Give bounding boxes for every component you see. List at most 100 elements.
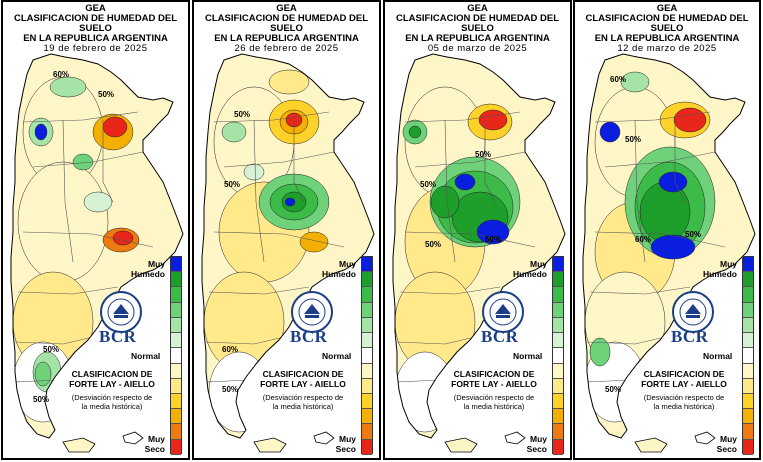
moisture-area (268, 69, 310, 95)
province-border (414, 151, 526, 168)
legend-swatch (171, 287, 181, 303)
bcr-seal-logo (482, 291, 524, 333)
classification-desc-2: la media histórica) (653, 402, 715, 411)
argentina-map: 50% 50% 60% 50% (201, 53, 375, 453)
legend-swatch (553, 333, 563, 349)
province-border (634, 119, 646, 263)
legend-swatch (171, 393, 181, 410)
legend-muy-humedo-2: Humedo (703, 269, 737, 279)
bcr-seal-logo (672, 291, 714, 333)
province-border (586, 379, 631, 383)
legend-swatch (362, 363, 372, 379)
legend-swatch (743, 257, 753, 273)
bcr-logo-text: BCR (481, 327, 519, 346)
contour-label: 50% (485, 235, 501, 244)
province-border (253, 119, 265, 263)
province-border (594, 111, 711, 123)
moisture-area (476, 219, 510, 245)
province-border (674, 120, 686, 203)
moisture-map-panel: GEA CLASIFICACION DE HUMEDAD DEL SUELO EN … (192, 0, 381, 460)
province-border (404, 111, 521, 123)
legend-swatch (362, 302, 372, 318)
moisture-map-panel: GEA CLASIFICACION DE HUMEDAD DEL SUELO EN … (573, 0, 761, 460)
province-border (205, 379, 250, 383)
legend-color-scale (361, 256, 373, 455)
contour-label: 50% (625, 135, 641, 144)
legend-swatch (553, 439, 563, 455)
moisture-area (599, 121, 621, 143)
legend-swatch (171, 348, 181, 364)
panel-title: GEA CLASIFICACION DE HUMEDAD DEL SUELO EN … (575, 4, 759, 54)
legend-muy-seco-2: Seco (335, 444, 356, 454)
legend-muy-seco-2: Seco (716, 444, 737, 454)
legend-color-scale (170, 256, 182, 455)
tierra-del-fuego (634, 437, 668, 453)
legend-muy-humedo-1: Muy (720, 259, 737, 269)
moisture-area (221, 121, 247, 143)
legend-swatch (553, 363, 563, 379)
legend-swatch (362, 439, 372, 455)
legend-swatch (171, 317, 181, 334)
malvinas-islands (122, 431, 144, 445)
legend-muy-seco-2: Seco (526, 444, 547, 454)
province-border (484, 120, 496, 203)
moisture-map-panel: GEA CLASIFICACION DE HUMEDAD DEL SUELO EN … (383, 0, 572, 460)
classification-label-1: CLASIFICACION DE (453, 369, 535, 379)
contour-label: 50% (685, 230, 701, 239)
legend-muy-humedo-2: Humedo (513, 269, 547, 279)
legend-swatch (743, 302, 753, 318)
moisture-area (454, 173, 476, 191)
panel-title-org: GEA (467, 3, 488, 14)
moisture-area (639, 181, 691, 243)
legend-swatch (171, 363, 181, 379)
panel-title-title1: CLASIFICACION DE HUMEDAD DEL SUELO (13, 13, 178, 34)
province-border (17, 286, 119, 295)
bcr-seal-logo (100, 291, 142, 333)
classification-desc-2: la media histórica) (81, 402, 143, 411)
panel-title: GEA CLASIFICACION DE HUMEDAD DEL SUELO EN … (385, 4, 570, 54)
legend-swatch (171, 333, 181, 349)
legend-swatch (553, 348, 563, 364)
contour-label: 60% (635, 235, 651, 244)
moisture-area (299, 231, 329, 253)
moisture-area (208, 351, 270, 433)
legend-swatch (362, 333, 372, 349)
argentina-map: 60% 50% 50% 50% (10, 53, 184, 453)
moisture-area (478, 109, 508, 131)
malvinas-islands (504, 431, 526, 445)
legend-muy-humedo-1: Muy (339, 259, 356, 269)
legend-swatch (553, 272, 563, 288)
legend-muy-humedo-2: Humedo (322, 269, 356, 279)
legend-swatch (362, 272, 372, 288)
panel-title-title1: CLASIFICACION DE HUMEDAD DEL SUELO (204, 13, 369, 34)
legend-muy-seco-1: Muy (720, 434, 737, 444)
province-border (102, 120, 114, 203)
province-border (22, 111, 139, 123)
legend-muy-seco-1: Muy (530, 434, 547, 444)
panel-title-org: GEA (85, 3, 106, 14)
moisture-area (112, 230, 134, 246)
moisture-area (34, 361, 52, 387)
classification-label-1: CLASIFICACION DE (71, 369, 153, 379)
panel-title-title1: CLASIFICACION DE HUMEDAD DEL SUELO (395, 13, 560, 34)
province-border (32, 151, 144, 168)
legend-swatch (171, 257, 181, 273)
province-border (399, 286, 501, 295)
contour-label: 50% (222, 385, 238, 394)
panel-title-org: GEA (276, 3, 297, 14)
panel-date: 05 de marzo de 2025 (427, 43, 528, 54)
moisture-area (620, 71, 650, 93)
moisture-area (102, 116, 128, 138)
panel-title-title2: EN LA REPUBLICA ARGENTINA (594, 33, 740, 44)
legend-swatch (743, 378, 753, 394)
moisture-area (34, 123, 48, 141)
contour-label: 50% (234, 110, 250, 119)
province-border (22, 231, 154, 248)
contour-label: 50% (425, 240, 441, 249)
classification-label-2: FORTE LAY - AIELLO (641, 379, 727, 389)
contour-label: 50% (605, 385, 621, 394)
legend-color-scale (552, 256, 564, 455)
legend-swatch (362, 317, 372, 334)
moisture-area (284, 197, 296, 207)
legend-swatch (553, 302, 563, 318)
